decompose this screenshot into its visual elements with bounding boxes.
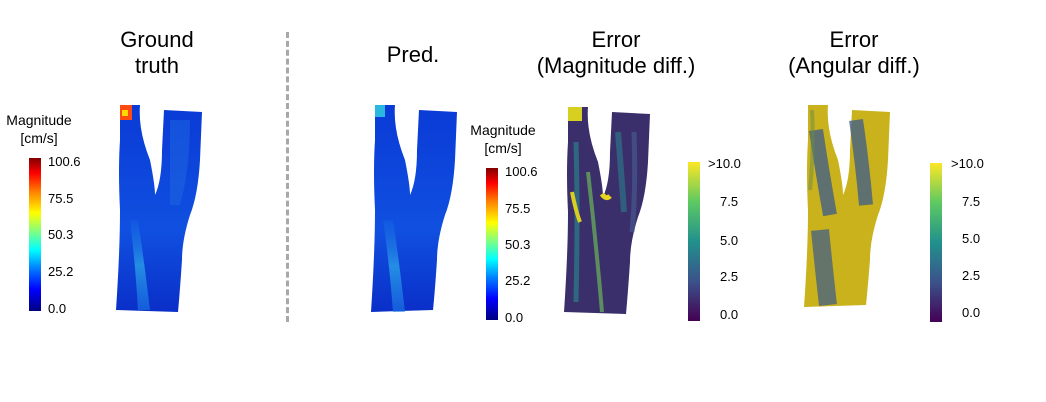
error-magnitude-title-line1: Error — [591, 27, 641, 52]
pred-vessel — [371, 105, 457, 312]
mag2-tick-25: 25.2 — [505, 273, 531, 288]
error-angular-vessel — [804, 105, 890, 307]
error-angular-title: Error (Angular diff.) — [764, 27, 944, 79]
err1-tick-10: >10.0 — [708, 156, 741, 171]
err1-tick-7: 7.5 — [720, 194, 739, 209]
error-colorbar-1 — [688, 162, 700, 321]
err2-tick-5: 5.0 — [962, 231, 981, 246]
ground-truth-vessel — [116, 105, 202, 312]
pred-title: Pred. — [386, 42, 440, 67]
mag-tick-25: 25.2 — [48, 264, 74, 279]
mag-tick-100: 100.6 — [48, 154, 81, 169]
magnitude-label-line2: [cm/s] — [20, 130, 58, 146]
magnitude-colorbar-label-2: Magnitude [cm/s] — [463, 121, 543, 157]
ground-truth-title-line1: Ground — [120, 27, 194, 52]
mag2-tick-50: 50.3 — [505, 237, 531, 252]
ground-truth-title-line2: truth — [134, 53, 180, 78]
magnitude-colorbar — [29, 158, 41, 311]
error-angular-title-line1: Error — [829, 27, 879, 52]
err1-tick-0: 0.0 — [720, 307, 739, 322]
mag-tick-50: 50.3 — [48, 227, 74, 242]
mag-tick-0: 0.0 — [48, 301, 67, 316]
mag2-tick-0: 0.0 — [505, 310, 524, 325]
magnitude-label-2-line1: Magnitude — [470, 122, 536, 138]
mag2-tick-100: 100.6 — [505, 164, 538, 179]
err2-tick-10: >10.0 — [951, 156, 984, 171]
magnitude-label-2-line2: [cm/s] — [484, 140, 522, 156]
error-magnitude-vessel — [564, 107, 650, 314]
error-magnitude-title-line2: (Magnitude diff.) — [536, 53, 696, 78]
magnitude-colorbar-2 — [486, 168, 498, 320]
error-colorbar-2 — [930, 163, 942, 322]
err1-tick-5: 5.0 — [720, 233, 739, 248]
magnitude-label-line1: Magnitude — [6, 112, 72, 128]
ground-truth-title: Ground truth — [97, 27, 217, 79]
panel-divider — [286, 32, 289, 322]
err2-tick-0: 0.0 — [962, 305, 981, 320]
err2-tick-2: 2.5 — [962, 268, 981, 283]
error-angular-title-line2: (Angular diff.) — [788, 53, 920, 78]
mag2-tick-75: 75.5 — [505, 201, 531, 216]
error-magnitude-title: Error (Magnitude diff.) — [511, 27, 721, 79]
err1-tick-2: 2.5 — [720, 269, 739, 284]
err2-tick-7: 7.5 — [962, 194, 981, 209]
magnitude-colorbar-label: Magnitude [cm/s] — [4, 111, 74, 147]
mag-tick-75: 75.5 — [48, 191, 74, 206]
